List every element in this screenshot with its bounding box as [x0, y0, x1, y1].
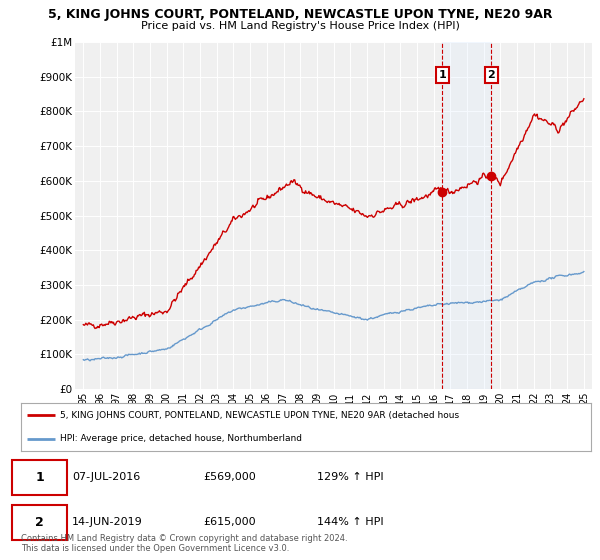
Text: £615,000: £615,000 — [203, 517, 256, 527]
Text: 2: 2 — [35, 516, 44, 529]
Text: Contains HM Land Registry data © Crown copyright and database right 2024.
This d: Contains HM Land Registry data © Crown c… — [21, 534, 347, 553]
Text: £569,000: £569,000 — [203, 473, 256, 482]
Text: 1: 1 — [35, 471, 44, 484]
Text: 144% ↑ HPI: 144% ↑ HPI — [317, 517, 384, 527]
FancyBboxPatch shape — [13, 505, 67, 540]
Text: Price paid vs. HM Land Registry's House Price Index (HPI): Price paid vs. HM Land Registry's House … — [140, 21, 460, 31]
Text: 2: 2 — [487, 70, 495, 80]
Text: 5, KING JOHNS COURT, PONTELAND, NEWCASTLE UPON TYNE, NE20 9AR: 5, KING JOHNS COURT, PONTELAND, NEWCASTL… — [48, 8, 552, 21]
FancyBboxPatch shape — [13, 460, 67, 495]
Text: 07-JUL-2016: 07-JUL-2016 — [73, 473, 140, 482]
Text: 14-JUN-2019: 14-JUN-2019 — [73, 517, 143, 527]
Bar — [442, 42, 491, 389]
Text: 5, KING JOHNS COURT, PONTELAND, NEWCASTLE UPON TYNE, NE20 9AR (detached hous: 5, KING JOHNS COURT, PONTELAND, NEWCASTL… — [60, 410, 459, 419]
Text: 129% ↑ HPI: 129% ↑ HPI — [317, 473, 384, 482]
Text: 1: 1 — [439, 70, 446, 80]
Text: HPI: Average price, detached house, Northumberland: HPI: Average price, detached house, Nort… — [60, 435, 302, 444]
